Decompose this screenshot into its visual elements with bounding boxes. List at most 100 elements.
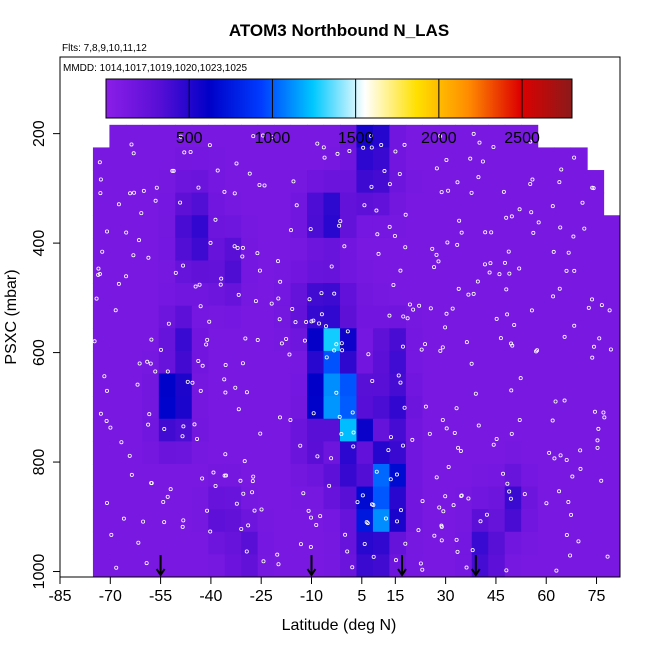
observation-dot — [234, 501, 239, 506]
observation-dot — [257, 268, 262, 273]
heatmap-cell — [587, 192, 605, 216]
heatmap-cell — [208, 237, 226, 262]
heatmap-cell — [175, 373, 193, 397]
observation-dot — [570, 474, 575, 479]
observation-dot — [309, 515, 314, 520]
heatmap-cell — [438, 554, 456, 577]
heatmap-cell — [356, 531, 374, 555]
heatmap-cell — [191, 373, 209, 397]
heatmap-cell — [175, 350, 193, 375]
heatmap-cell — [521, 283, 539, 307]
observation-dot — [440, 418, 445, 423]
heatmap-cell — [92, 509, 111, 533]
observation-dot — [339, 432, 344, 437]
heatmap-cell — [488, 418, 506, 442]
heatmap-cell — [241, 486, 259, 510]
heatmap-cell — [356, 215, 374, 239]
observation-dot — [207, 143, 212, 148]
heatmap-cell — [372, 260, 391, 284]
heatmap-cell — [323, 283, 341, 307]
heatmap-cell — [175, 418, 193, 442]
heatmap-cell — [587, 328, 605, 352]
heatmap-cell — [422, 509, 440, 533]
heatmap-cell — [554, 192, 572, 216]
heatmap-cell — [521, 554, 539, 577]
heatmap-cell — [125, 124, 143, 149]
observation-dot — [104, 388, 109, 393]
observation-dot — [398, 380, 403, 385]
heatmap-cell — [274, 463, 292, 488]
observation-dot — [488, 261, 493, 266]
observation-dot — [276, 562, 281, 567]
observation-dot — [434, 252, 439, 257]
observation-dot — [470, 548, 475, 553]
observation-dot — [170, 168, 175, 173]
observation-dot — [410, 437, 415, 442]
heatmap-cell — [537, 192, 555, 216]
observation-dot — [223, 452, 228, 457]
observation-dot — [566, 250, 571, 255]
heatmap-cell — [257, 373, 275, 397]
observation-dot — [149, 337, 154, 342]
heatmap-cell — [389, 328, 407, 352]
heatmap-cell — [307, 509, 325, 533]
heatmap-cell — [224, 170, 242, 194]
heatmap-cell — [570, 396, 588, 420]
heatmap-cell — [307, 486, 325, 510]
x-tick-label: 5 — [357, 588, 366, 605]
heatmap-cell — [307, 215, 325, 239]
observation-dot — [572, 136, 577, 141]
heatmap-cell — [570, 463, 588, 488]
heatmap-cell — [587, 396, 605, 420]
heatmap-cell — [109, 373, 127, 397]
heatmap-cell — [455, 486, 473, 510]
heatmap-cell — [537, 441, 555, 465]
heatmap-cell — [224, 124, 242, 149]
observation-dot — [506, 249, 511, 254]
heatmap-cell — [175, 396, 193, 420]
heatmap-cell — [208, 260, 226, 284]
observation-dot — [146, 255, 151, 260]
heatmap-cell — [389, 554, 407, 577]
observation-dot — [480, 159, 485, 164]
observation-dot — [497, 272, 502, 277]
heatmap-cell — [92, 418, 111, 442]
heatmap-cell — [356, 283, 374, 307]
heatmap-cell — [587, 441, 605, 465]
heatmap-cell — [274, 170, 292, 194]
heatmap-cell — [241, 192, 259, 216]
observation-dot — [181, 424, 186, 429]
observation-dot — [289, 228, 294, 233]
heatmap-cell — [109, 124, 127, 149]
heatmap-cell — [125, 192, 143, 216]
heatmap-cell — [274, 283, 292, 307]
heatmap-cell — [175, 215, 193, 239]
colorbar-tick-label: 2000 — [421, 130, 457, 147]
observation-dot — [301, 491, 306, 496]
heatmap-cell — [356, 328, 374, 352]
heatmap-cell — [537, 531, 555, 555]
heatmap-cell — [603, 531, 620, 555]
heatmap-cell — [587, 350, 605, 375]
observation-dot — [141, 519, 146, 524]
heatmap-cell — [340, 192, 358, 216]
heatmap-cell — [323, 350, 341, 375]
observation-dot — [605, 554, 610, 559]
observation-dot — [232, 244, 237, 249]
observation-dot — [601, 410, 606, 415]
heatmap-cell — [191, 305, 209, 329]
observation-dot — [392, 233, 397, 238]
heatmap-cell — [521, 305, 539, 329]
heatmap-cell — [323, 192, 341, 216]
observation-dot — [400, 443, 405, 448]
heatmap-cell — [372, 350, 391, 375]
heatmap-cell — [158, 531, 176, 555]
heatmap-cell — [340, 486, 358, 510]
heatmap-cell — [405, 170, 423, 194]
heatmap-cell — [488, 486, 506, 510]
heatmap-cell — [488, 509, 506, 533]
observation-dot — [444, 157, 449, 162]
observation-dot — [288, 417, 293, 422]
observation-dot — [379, 143, 384, 148]
observation-dot — [308, 227, 313, 232]
